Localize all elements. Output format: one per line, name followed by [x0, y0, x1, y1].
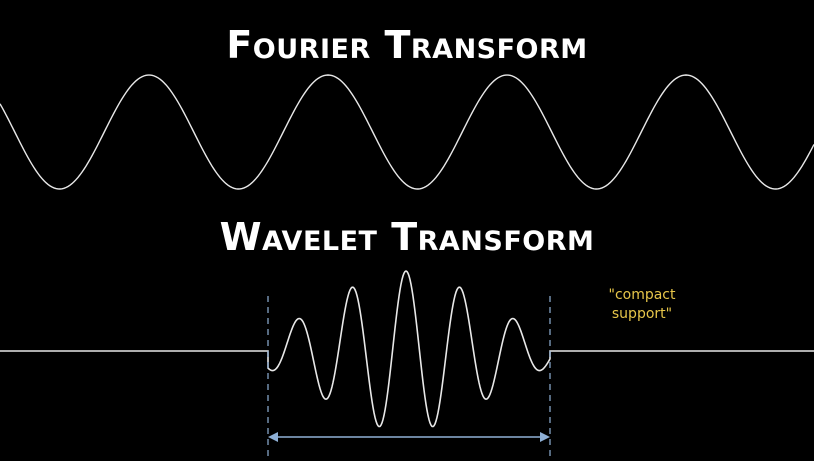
- sine-wave: [0, 74, 814, 190]
- wavelet-wave: [0, 270, 814, 428]
- wavelet-title: Wavelet Transform: [219, 215, 595, 259]
- arrow-head-left: [268, 432, 278, 442]
- arrow-head-right: [540, 432, 550, 442]
- compact-support-label-line1: "compact: [608, 287, 676, 303]
- fourier-title: Fourier Transform: [226, 23, 588, 67]
- compact-support-label-line2: support": [611, 306, 673, 322]
- compact-support-label: "compact support": [592, 286, 692, 324]
